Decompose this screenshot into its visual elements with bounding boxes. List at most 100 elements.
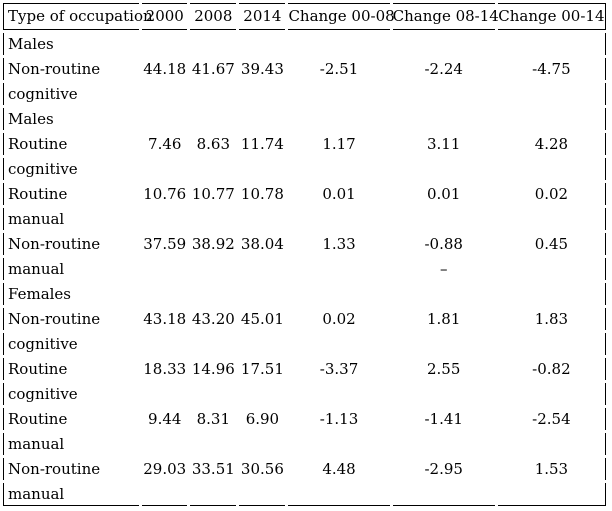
table-row: Non-routine 44.18 41.67 39.43 -2.51 -2.24 -4.7…	[3, 58, 606, 80]
occupation-cell: cognitive	[3, 333, 139, 355]
value-cell: 14.96	[191, 360, 235, 378]
value-cell	[393, 83, 495, 105]
value-cell	[239, 433, 285, 455]
value-cell	[288, 283, 389, 305]
value-cell	[142, 108, 187, 130]
value-cell: 0.45	[498, 233, 606, 255]
value-cell: 1.17	[322, 135, 356, 153]
value-cell: 10.78	[240, 185, 284, 203]
value-cell	[288, 333, 389, 355]
value-cell	[190, 158, 236, 180]
value-cell	[142, 433, 187, 455]
value-cell	[142, 333, 187, 355]
value-cell: 4.48	[322, 460, 356, 478]
column-header-change-08-14: Change 08-14	[392, 3, 499, 30]
table-row: Routine 18.33 14.96 17.51 -3.37 2.55 -0.82	[3, 358, 606, 380]
value-cell	[393, 208, 495, 230]
value-cell	[239, 158, 285, 180]
occupation-cell: Routine	[3, 183, 139, 205]
column-header-2014: 2014	[239, 3, 286, 30]
value-cell	[392, 483, 495, 506]
value-cell	[393, 383, 495, 405]
table-row: Routine 10.76 10.77 10.78 0.01 0.01 0.02	[3, 183, 606, 205]
value-cell	[288, 158, 389, 180]
value-cell	[190, 383, 236, 405]
value-cell	[190, 108, 236, 130]
value-cell: 30.56	[240, 460, 284, 478]
table-row: Non-routine 37.59 38.92 38.04 1.33 -0.88 0.45	[3, 233, 606, 255]
value-cell	[239, 383, 285, 405]
value-cell: 17.51	[240, 360, 284, 378]
value-cell	[190, 258, 236, 280]
value-cell: 11.74	[240, 135, 284, 153]
value-cell: -3.37	[319, 360, 359, 378]
occupation-cell: manual	[3, 433, 139, 455]
value-cell	[498, 108, 606, 130]
table-row: manual	[3, 483, 606, 506]
value-cell	[288, 33, 389, 55]
value-cell: 2.55	[426, 360, 461, 378]
occupation-cell: Routine	[3, 408, 139, 430]
value-cell	[288, 83, 389, 105]
value-cell: -2.24	[424, 60, 463, 78]
table-body: Males Non-routine 44.18 41.67 39.43 -2.51 -2.2…	[3, 33, 606, 506]
value-cell	[239, 108, 285, 130]
value-cell: 1.33	[322, 235, 356, 253]
value-cell	[393, 108, 495, 130]
value-cell: 1.53	[498, 458, 606, 480]
value-cell: 43.20	[191, 310, 235, 328]
occupation-cell: Females	[3, 283, 139, 305]
value-cell: -0.82	[498, 358, 606, 380]
table-row: Non-routine 29.03 33.51 30.56 4.48 -2.95 1.53	[3, 458, 606, 480]
value-cell	[190, 333, 236, 355]
value-cell	[190, 433, 236, 455]
value-cell: 0.01	[322, 185, 356, 203]
table-row: cognitive	[3, 333, 606, 355]
value-cell: 4.28	[498, 133, 606, 155]
value-cell: 29.03	[143, 460, 187, 478]
value-cell	[393, 33, 495, 55]
value-cell	[190, 283, 236, 305]
occupation-cell: manual	[3, 258, 139, 280]
occupation-cell: Non-routine	[3, 58, 139, 80]
occupation-cell: Non-routine	[3, 233, 139, 255]
value-cell	[288, 383, 389, 405]
value-cell: -1.13	[319, 410, 359, 428]
value-cell: 7.46	[148, 135, 182, 153]
occupation-cell: cognitive	[3, 383, 139, 405]
occupation-cell: manual	[3, 483, 140, 506]
value-cell	[498, 158, 606, 180]
table-row: Females	[3, 283, 606, 305]
value-cell: -4.75	[498, 58, 606, 80]
value-cell	[498, 433, 606, 455]
value-cell	[239, 208, 285, 230]
occupation-cell: Males	[3, 33, 139, 55]
table-row: manual	[3, 433, 606, 455]
value-cell	[288, 258, 389, 280]
value-cell: 41.67	[191, 60, 235, 78]
value-cell: 1.83	[498, 308, 606, 330]
value-cell	[142, 83, 187, 105]
value-cell	[288, 108, 389, 130]
value-cell: -1.41	[424, 410, 463, 428]
value-cell: 38.92	[191, 235, 235, 253]
value-cell	[142, 483, 188, 506]
value-cell: 0.02	[498, 183, 606, 205]
value-cell	[239, 483, 286, 506]
value-cell	[498, 383, 606, 405]
occupation-cell: Males	[3, 108, 139, 130]
table-row: cognitive	[3, 158, 606, 180]
value-cell	[239, 258, 285, 280]
value-cell: 10.76	[143, 185, 187, 203]
value-cell	[142, 33, 187, 55]
value-cell	[190, 483, 237, 506]
value-cell	[498, 283, 606, 305]
value-cell	[498, 83, 606, 105]
value-cell	[393, 433, 495, 455]
value-cell	[393, 158, 495, 180]
value-cell	[142, 158, 187, 180]
table-header: Type of occupation 2000 2008 2014 Change 00-…	[3, 3, 606, 30]
column-header-change-00-08: Change 00-08	[288, 3, 395, 30]
value-cell: 18.33	[143, 360, 187, 378]
